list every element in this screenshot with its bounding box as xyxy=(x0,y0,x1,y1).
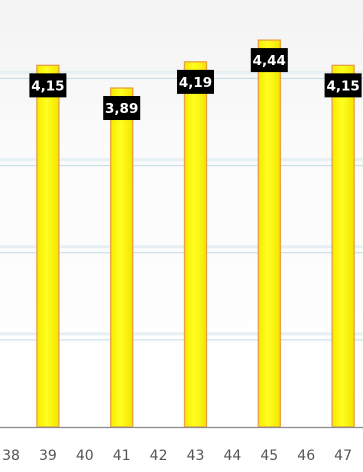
bar-39 xyxy=(36,64,60,428)
x-tick-label-46: 46 xyxy=(297,448,315,464)
x-tick-label-42: 42 xyxy=(150,448,168,464)
data-label-box-39 xyxy=(29,73,67,98)
bar-45 xyxy=(257,39,281,428)
bar-47 xyxy=(331,64,355,428)
x-tick-label-43: 43 xyxy=(187,448,205,464)
x-tick-label-41: 41 xyxy=(113,448,131,464)
data-label-39: 4,15 xyxy=(31,78,64,94)
data-label-box-43 xyxy=(177,69,214,94)
data-label-box-47 xyxy=(324,73,362,98)
data-label-box-45 xyxy=(250,48,288,73)
bar-41 xyxy=(110,87,134,428)
data-label-45: 4,44 xyxy=(253,53,286,69)
x-tick-label-40: 40 xyxy=(76,448,94,464)
data-label-47: 4,15 xyxy=(326,78,359,94)
x-tick-label-45: 45 xyxy=(260,448,278,464)
x-tick-label-47: 47 xyxy=(334,448,352,464)
x-tick-label-44: 44 xyxy=(223,448,241,464)
data-label-43: 4,19 xyxy=(179,75,212,91)
data-label-box-41 xyxy=(103,96,141,121)
bar-43 xyxy=(183,61,208,428)
data-label-41: 3,89 xyxy=(105,101,138,117)
x-tick-label-39: 39 xyxy=(39,448,57,464)
x-tick-label-38: 38 xyxy=(2,448,20,464)
